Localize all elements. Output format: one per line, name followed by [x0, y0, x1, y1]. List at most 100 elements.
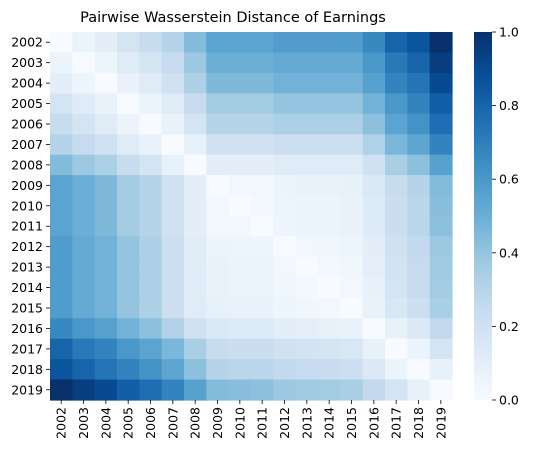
- heatmap-cell: [139, 32, 163, 54]
- heatmap-cell: [161, 134, 185, 156]
- heatmap-cell: [362, 195, 386, 217]
- x-tick-label: 2014: [322, 407, 337, 439]
- heatmap-cell: [340, 175, 364, 197]
- heatmap-cell: [228, 154, 252, 176]
- heatmap-cell: [429, 113, 453, 135]
- x-tick-label: 2002: [54, 407, 69, 439]
- heatmap-cell: [228, 72, 252, 94]
- heatmap-cell: [206, 379, 230, 401]
- colorbar-tick-label: 1.0: [499, 25, 519, 40]
- heatmap-cell: [340, 297, 364, 319]
- heatmap-cell: [50, 379, 73, 401]
- heatmap-cell: [340, 72, 364, 94]
- heatmap-cell: [161, 93, 185, 115]
- heatmap-cell: [318, 134, 341, 156]
- heatmap-cell: [273, 113, 297, 135]
- heatmap-cell: [295, 256, 319, 278]
- x-tick-label: 2018: [411, 407, 426, 439]
- heatmap-cell: [228, 359, 252, 381]
- heatmap-cell: [117, 297, 140, 319]
- heatmap-cell: [429, 52, 453, 74]
- heatmap-cell: [340, 216, 364, 238]
- heatmap-cell: [318, 32, 341, 54]
- heatmap-cell: [184, 236, 207, 258]
- heatmap-cell: [184, 318, 207, 340]
- heatmap-cell: [161, 359, 185, 381]
- y-tick-label: 2018: [11, 362, 43, 377]
- heatmap-cell: [251, 32, 274, 54]
- heatmap-cell: [94, 134, 118, 156]
- heatmap-cell: [161, 277, 185, 299]
- heatmap-cell: [94, 154, 118, 176]
- heatmap-cell: [139, 52, 163, 74]
- heatmap-cell: [385, 175, 408, 197]
- heatmap-cell: [117, 134, 140, 156]
- x-tick-label: 2009: [210, 407, 225, 439]
- heatmap-cell: [139, 216, 163, 238]
- x-tick-labels: 2002 2003 2004 2005 2006 2007 2008 2009 2010 2011…: [54, 400, 448, 439]
- heatmap-cell: [206, 359, 230, 381]
- heatmap-cell: [429, 195, 453, 217]
- heatmap-cell: [161, 216, 185, 238]
- heatmap-cell: [429, 154, 453, 176]
- heatmap-cell: [50, 93, 73, 115]
- heatmap-cell: [295, 52, 319, 74]
- heatmap-cell: [295, 318, 319, 340]
- heatmap-cell: [385, 154, 408, 176]
- y-tick-label: 2013: [11, 260, 43, 275]
- heatmap-cell: [72, 52, 96, 74]
- heatmap-cell: [184, 359, 207, 381]
- heatmap-cell: [273, 379, 297, 401]
- heatmap-cell: [340, 113, 364, 135]
- x-tick-label: 2015: [344, 407, 359, 439]
- heatmap-cell: [273, 359, 297, 381]
- heatmap-cell: [295, 297, 319, 319]
- heatmap-cell: [184, 277, 207, 299]
- heatmap-cell: [429, 256, 453, 278]
- heatmap-cell: [295, 72, 319, 94]
- heatmap-cell: [206, 93, 230, 115]
- heatmap-cell: [362, 318, 386, 340]
- heatmap-cell: [184, 297, 207, 319]
- heatmap-cell: [139, 379, 163, 401]
- heatmap-cell: [72, 175, 96, 197]
- heatmap-cell: [273, 195, 297, 217]
- colorbar-tick-label: 0.8: [499, 98, 519, 113]
- heatmap-cell: [72, 113, 96, 135]
- heatmap-cell: [50, 216, 73, 238]
- heatmap-cell: [184, 113, 207, 135]
- heatmap-cell: [251, 195, 274, 217]
- heatmap-cell: [206, 256, 230, 278]
- heatmap-cell: [94, 195, 118, 217]
- heatmap-cell: [340, 256, 364, 278]
- heatmap-cell: [273, 277, 297, 299]
- heatmap-cell: [228, 175, 252, 197]
- heatmap-cell: [251, 134, 274, 156]
- heatmap-cell: [228, 338, 252, 360]
- heatmap-cell: [407, 93, 431, 115]
- heatmap-cell: [117, 154, 140, 176]
- heatmap-cell: [273, 134, 297, 156]
- heatmap-cell: [72, 216, 96, 238]
- heatmap-cell: [385, 256, 408, 278]
- heatmap-cell: [228, 236, 252, 258]
- y-tick-label: 2012: [11, 239, 43, 254]
- heatmap-cell: [362, 154, 386, 176]
- heatmap-cell: [273, 256, 297, 278]
- heatmap-cell: [94, 113, 118, 135]
- heatmap-cell: [228, 297, 252, 319]
- heatmap-cell: [94, 216, 118, 238]
- heatmap-cell: [407, 338, 431, 360]
- heatmap-cell: [362, 32, 386, 54]
- y-tick-label: 2008: [11, 157, 43, 172]
- heatmap-cell: [340, 379, 364, 401]
- heatmap-cell: [228, 256, 252, 278]
- heatmap-cell: [72, 318, 96, 340]
- heatmap-cell: [184, 154, 207, 176]
- heatmap-cell: [407, 134, 431, 156]
- x-tick-label: 2007: [165, 407, 180, 439]
- heatmap-cell: [117, 52, 140, 74]
- heatmap-cell: [362, 113, 386, 135]
- heatmap-cell: [318, 236, 341, 258]
